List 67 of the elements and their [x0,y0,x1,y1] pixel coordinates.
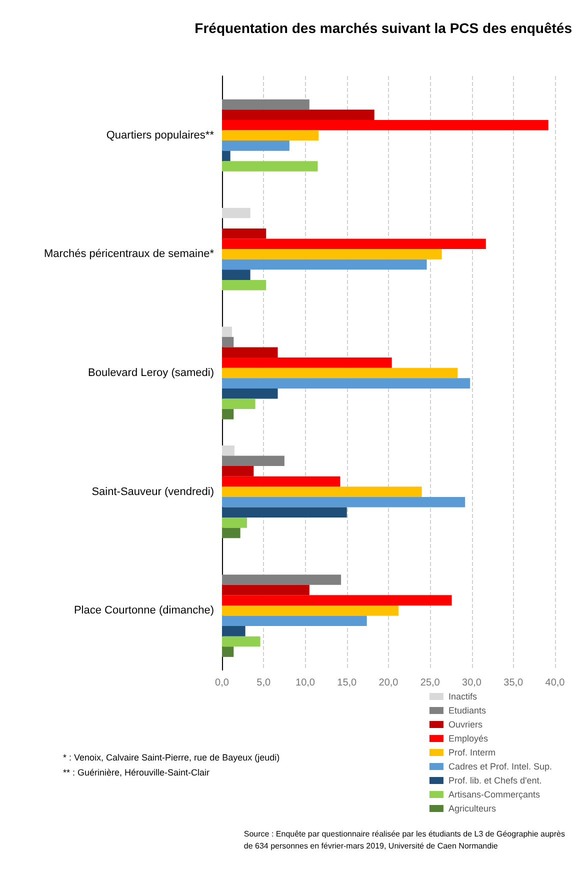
bar [222,528,240,538]
bar [222,476,340,487]
bar [222,445,234,456]
bar [222,249,442,260]
bar [222,616,367,626]
bar [222,496,466,508]
y-tick-label: Marchés péricentraux de semaine* [44,248,215,260]
legend-label: Prof. Interm [448,748,496,758]
legend-label: Etudiants [448,706,486,716]
x-tick-label: 40,0 [545,678,566,688]
bar [222,326,232,337]
source-note: Source : Enquête par questionnaire réalisée par les étudiants de L3 de Géographie auprès de 634 personnes en février-mars 2019, Université de Caen Normandie [244,830,566,850]
chart-title: Fréquentation des marchés suivant la PCS des enquêtés [194,20,572,36]
bar [222,208,250,218]
legend-label: Prof. lib. et Chefs d'ent. [448,776,542,786]
bar [222,358,392,368]
y-tick-label: Quartiers populaires** [106,129,215,142]
bar [222,99,310,110]
x-tick-label: 5,0 [256,678,272,688]
bar [222,120,548,130]
legend-label: Employés [448,734,488,744]
x-tick-label: 10,0 [296,678,316,688]
legend-label: Cadres et Prof. Intel. Sup. [448,762,552,772]
x-tick-label: 30,0 [462,678,482,688]
bar [222,456,284,466]
bar [222,368,458,378]
legend-label: Artisans-Commerçants [448,790,540,800]
x-tick-label: 25,0 [420,678,440,688]
bar [222,486,422,497]
bar [222,378,470,388]
legend-label: Agriculteurs [448,804,496,814]
x-tick-label: 0,0 [215,678,230,688]
bar [222,270,250,280]
bar [222,518,247,528]
bar [222,398,256,410]
bar [222,110,374,120]
bar [222,605,398,616]
bar [222,150,230,162]
bar [222,507,347,518]
legend-label: Ouvriers [448,720,483,730]
bar [222,140,290,151]
text: * : Venoix, Calvaire Saint-Pierre, rue de Bayeux (jeudi) [63,752,280,762]
y-tick-label: Saint-Sauveur (vendredi) [92,486,214,498]
bar [222,409,234,420]
text: ** : Guérinière, Hérouville-Saint-Clair [63,768,210,778]
bar [222,574,342,585]
bar [222,228,266,239]
x-tick-label: 20,0 [378,678,399,688]
bar [222,280,266,290]
bar [222,466,254,476]
x-tick-label: 15,0 [337,678,358,688]
bar [222,336,234,348]
bar [222,347,278,358]
legend-label: Inactifs [448,692,478,702]
bar [222,259,427,270]
bar [222,595,452,606]
y-tick-label: Place Courtonne (dimanche) [74,604,214,617]
bar [222,646,234,657]
bar [222,130,319,141]
bar [222,584,310,596]
x-tick-label: 35,0 [504,678,524,688]
bar [222,636,260,647]
bar [222,388,278,399]
bar [222,626,246,636]
y-tick-label: Boulevard Leroy (samedi) [88,367,214,379]
bar [222,238,486,250]
bar [222,161,318,172]
